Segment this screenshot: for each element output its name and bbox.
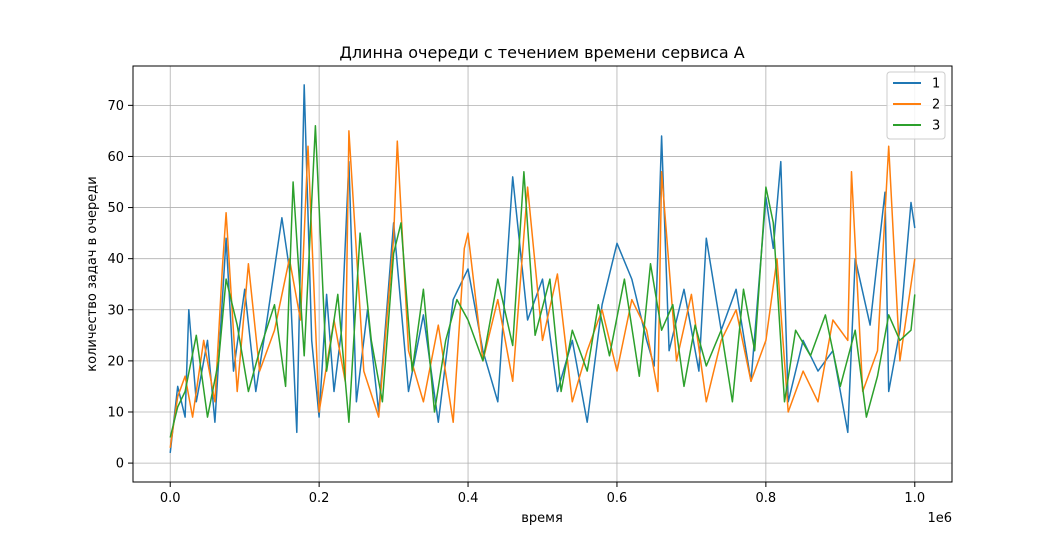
y-tick-label: 30 xyxy=(107,303,124,318)
x-axis-ticks: 0.0 0.2 0.4 0.6 0.8 1.0 xyxy=(160,482,925,506)
x-tick-label: 0.4 xyxy=(458,491,479,506)
y-axis-label: количество задач в очереди xyxy=(85,176,100,371)
legend-label-2: 2 xyxy=(932,98,940,113)
x-tick-label: 0.6 xyxy=(607,491,628,506)
legend-frame xyxy=(886,71,946,140)
chart-title: Длинна очереди с течением времени сервис… xyxy=(339,43,744,62)
y-tick-label: 60 xyxy=(107,150,124,165)
x-tick-label: 0.8 xyxy=(756,491,777,506)
x-tick-label: 0.2 xyxy=(309,491,330,506)
series-layer xyxy=(169,84,916,453)
y-tick-label: 10 xyxy=(107,405,124,420)
x-tick-label: 1.0 xyxy=(904,491,925,506)
x-axis-label: время xyxy=(521,511,563,526)
y-tick-label: 20 xyxy=(107,354,124,369)
legend-entries: 1 2 3 xyxy=(893,77,940,134)
legend-label-1: 1 xyxy=(932,77,940,92)
series-line-3 xyxy=(169,125,916,438)
legend-label-3: 3 xyxy=(932,119,940,134)
y-tick-label: 40 xyxy=(107,252,124,267)
plot-frame xyxy=(132,65,953,483)
x-tick-label: 0.0 xyxy=(160,491,181,506)
y-tick-label: 50 xyxy=(107,201,124,216)
legend: 1 2 3 xyxy=(886,71,946,140)
y-tick-label: 0 xyxy=(116,457,124,472)
y-tick-label: 70 xyxy=(107,99,124,114)
y-axis-ticks: 0 10 20 30 40 50 60 70 xyxy=(107,99,133,472)
x-axis-offset-label: 1e6 xyxy=(927,511,952,526)
